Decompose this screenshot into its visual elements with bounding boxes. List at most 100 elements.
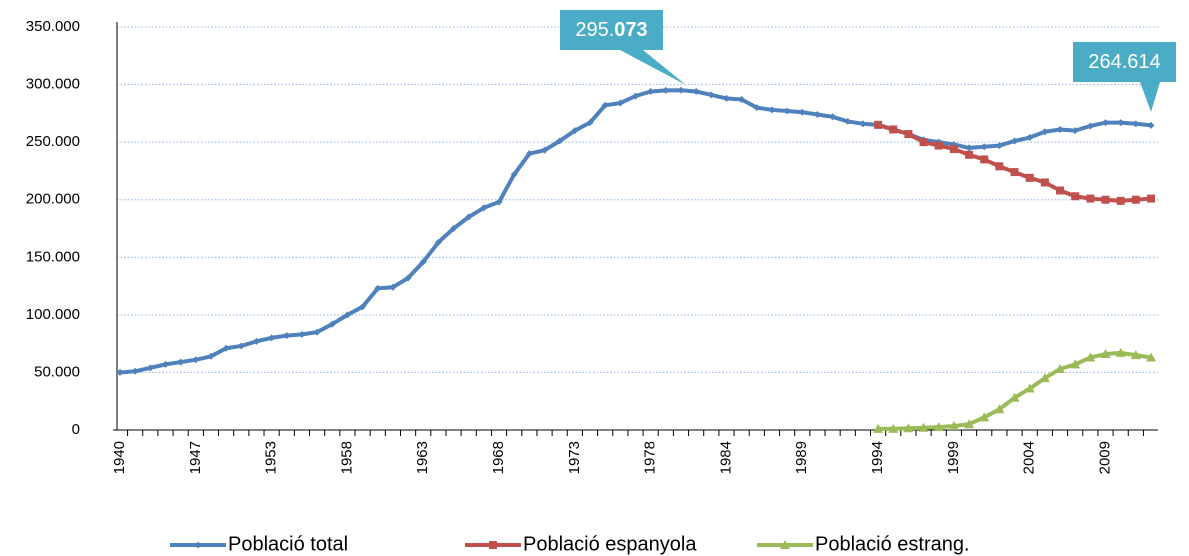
marker	[450, 225, 458, 232]
marker	[389, 283, 397, 291]
marker	[1010, 168, 1019, 177]
marker	[1071, 192, 1080, 201]
marker	[1070, 359, 1081, 369]
y-tick-label: 100.000	[26, 306, 80, 323]
marker	[888, 423, 899, 433]
marker	[1009, 392, 1020, 402]
callout-text: 073	[614, 19, 647, 41]
marker	[1132, 120, 1140, 128]
marker	[1116, 196, 1125, 205]
marker	[859, 120, 867, 128]
marker	[419, 258, 427, 266]
marker	[813, 111, 821, 119]
marker	[1041, 128, 1049, 136]
legend-label: Població estrang.	[815, 533, 970, 555]
marker	[1024, 383, 1035, 393]
marker	[933, 422, 944, 432]
marker	[647, 87, 655, 95]
y-tick-label: 350.000	[26, 18, 80, 35]
marker	[979, 412, 990, 422]
marker	[980, 143, 988, 151]
marker	[343, 311, 351, 319]
y-tick-label: 250.000	[26, 133, 80, 150]
x-tick-label: 2009	[1096, 441, 1113, 474]
marker	[510, 170, 518, 178]
marker	[1055, 363, 1066, 373]
marker	[829, 113, 837, 121]
marker	[374, 284, 382, 292]
x-tick-label: 1958	[338, 441, 355, 474]
marker	[768, 106, 776, 114]
marker	[889, 125, 898, 134]
callout	[560, 10, 686, 85]
y-tick-label: 200.000	[26, 191, 80, 208]
series-line	[119, 88, 1152, 375]
marker	[994, 404, 1005, 414]
marker	[237, 342, 245, 350]
marker	[995, 142, 1003, 150]
marker	[161, 360, 169, 368]
marker	[601, 101, 609, 109]
x-tick-label: 1978	[642, 441, 659, 474]
x-tick-label: 1947	[187, 441, 204, 474]
marker	[1085, 352, 1096, 362]
marker	[222, 344, 230, 352]
marker	[146, 364, 154, 372]
x-tick-label: 1968	[490, 441, 507, 474]
marker	[328, 320, 336, 328]
marker	[753, 104, 761, 112]
marker	[1102, 119, 1110, 127]
marker	[1056, 186, 1065, 195]
x-tick-label: 1994	[869, 441, 886, 474]
marker	[586, 119, 594, 127]
marker	[1115, 347, 1126, 357]
marker	[783, 107, 791, 115]
marker	[359, 303, 367, 311]
marker	[1101, 195, 1110, 204]
marker	[965, 150, 974, 159]
marker	[207, 352, 215, 360]
legend-label: Població espanyola	[523, 533, 697, 555]
marker	[738, 96, 746, 104]
marker	[1117, 119, 1125, 127]
marker	[404, 274, 412, 282]
marker	[1039, 373, 1050, 383]
marker	[177, 358, 185, 366]
marker	[1086, 194, 1095, 203]
marker	[780, 540, 790, 549]
marker	[918, 422, 929, 432]
marker	[1025, 173, 1034, 182]
marker	[283, 332, 291, 340]
marker	[1131, 195, 1140, 204]
marker	[722, 94, 730, 102]
callout-label: 295.073	[575, 19, 647, 41]
marker	[903, 423, 914, 433]
x-tick-label: 1953	[263, 441, 280, 474]
marker	[131, 367, 139, 375]
marker	[1146, 352, 1156, 362]
x-tick-label: 2004	[1021, 441, 1038, 474]
marker	[964, 419, 975, 429]
marker	[1147, 194, 1155, 203]
marker	[934, 141, 943, 150]
marker	[434, 238, 442, 246]
callout	[1073, 42, 1176, 112]
marker	[677, 86, 685, 94]
marker	[252, 337, 260, 345]
marker	[194, 541, 202, 549]
marker	[268, 334, 276, 342]
marker	[904, 130, 913, 139]
marker	[1056, 125, 1064, 133]
x-tick-label: 1973	[566, 441, 583, 474]
callout-text: 295.	[575, 19, 614, 41]
marker	[116, 368, 124, 376]
x-tick-label: 1984	[717, 441, 734, 474]
marker	[844, 117, 852, 125]
marker	[192, 356, 200, 364]
marker	[1130, 350, 1141, 360]
marker	[1071, 127, 1079, 135]
callout-label: 264.614	[1088, 51, 1160, 73]
marker	[489, 541, 497, 549]
